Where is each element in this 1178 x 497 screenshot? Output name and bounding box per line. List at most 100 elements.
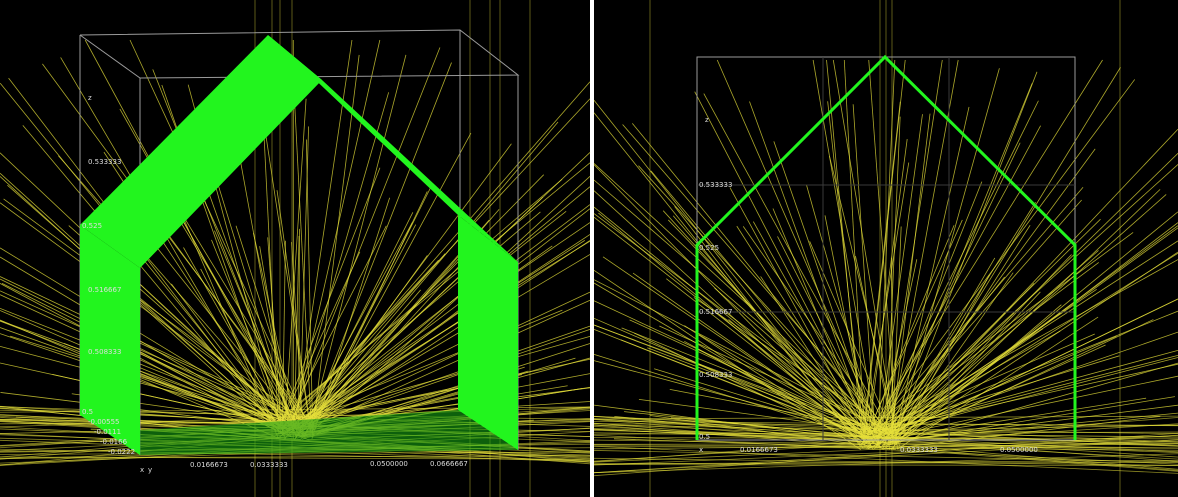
ray xyxy=(703,93,889,431)
ray xyxy=(760,276,869,443)
ray xyxy=(632,123,896,445)
ray xyxy=(311,54,360,435)
y-tick-label: -0.00555 xyxy=(88,418,119,426)
axis-label: z xyxy=(705,116,709,124)
ray xyxy=(621,327,896,438)
ray xyxy=(729,187,874,451)
ray xyxy=(305,139,314,435)
ray xyxy=(832,59,898,444)
ray xyxy=(281,240,286,434)
ray xyxy=(860,59,1103,445)
ray xyxy=(265,137,312,434)
ray xyxy=(892,412,1178,442)
ray xyxy=(874,148,1096,450)
ray xyxy=(10,335,285,422)
ray xyxy=(895,227,1178,434)
x-tick-label: 0.0500000 xyxy=(370,460,408,468)
ray xyxy=(311,197,391,440)
x-tick-label: 0.0333333 xyxy=(250,461,288,469)
ray xyxy=(293,79,312,431)
ray xyxy=(593,216,867,431)
ray xyxy=(593,279,896,436)
ray xyxy=(0,276,314,426)
ray xyxy=(0,307,305,430)
ray xyxy=(826,59,863,437)
ray xyxy=(302,121,559,423)
ray xyxy=(0,247,308,436)
z-tick-label: 0.508333 xyxy=(699,371,732,379)
ray xyxy=(235,225,302,429)
ray xyxy=(281,259,439,429)
ray xyxy=(860,310,1178,439)
ray xyxy=(593,317,861,435)
right-wall xyxy=(458,215,518,450)
left-wall xyxy=(80,225,140,455)
ray xyxy=(672,215,872,447)
left-roof xyxy=(80,35,322,268)
ray xyxy=(862,355,1120,435)
ray xyxy=(294,255,428,440)
z-tick-label: 0.533333 xyxy=(88,158,121,166)
z-tick-label: 0.5 xyxy=(82,408,93,416)
ray xyxy=(885,116,901,441)
ray xyxy=(593,179,888,435)
right-rays xyxy=(593,0,1178,497)
ray xyxy=(614,415,861,443)
z-tick-label: 0.533333 xyxy=(699,181,732,189)
z-tick-label: 0.508333 xyxy=(88,348,121,356)
ray xyxy=(214,230,295,423)
ray xyxy=(885,252,1178,438)
ray xyxy=(306,62,452,432)
ray xyxy=(0,294,290,430)
ray xyxy=(622,124,900,444)
axis-label: x xyxy=(140,466,144,474)
ray xyxy=(290,336,591,422)
ray xyxy=(773,141,878,441)
x-tick-label: 0.0666667 xyxy=(430,460,468,468)
floor xyxy=(140,410,518,455)
ray xyxy=(812,59,879,443)
ray xyxy=(158,185,308,433)
ray xyxy=(286,253,446,434)
x-tick-label: 0.0166673 xyxy=(190,461,228,469)
ray xyxy=(897,67,1121,431)
ray xyxy=(303,224,417,438)
ray xyxy=(884,59,943,436)
ray xyxy=(311,176,591,433)
axis-label: y xyxy=(148,466,152,474)
z-tick-label: 0.525 xyxy=(82,222,102,230)
ray xyxy=(867,139,908,441)
ray xyxy=(302,208,591,432)
ray xyxy=(883,362,1178,447)
ray xyxy=(890,375,1178,437)
ray xyxy=(877,181,983,444)
ray xyxy=(0,172,292,438)
y-tick-label: -0.0222 xyxy=(108,448,135,456)
ray xyxy=(0,451,591,455)
ray xyxy=(593,270,862,451)
ray xyxy=(742,226,889,435)
axis-label: z xyxy=(88,94,92,102)
ray xyxy=(749,101,875,445)
ray xyxy=(862,59,906,446)
ray xyxy=(805,184,881,448)
ray xyxy=(0,290,296,425)
ray xyxy=(862,262,1099,440)
ray xyxy=(292,358,591,423)
ray xyxy=(736,225,869,432)
ray xyxy=(0,448,591,461)
ray xyxy=(866,218,1101,449)
ray xyxy=(288,47,441,429)
ray xyxy=(824,215,869,434)
ray xyxy=(84,39,301,437)
ray xyxy=(752,221,881,448)
ray xyxy=(60,57,284,437)
ray xyxy=(148,210,315,430)
ray xyxy=(895,211,1178,444)
ray xyxy=(891,226,902,445)
ray xyxy=(42,63,306,421)
ray xyxy=(893,257,996,431)
right-roof xyxy=(268,35,518,262)
y-tick-label: -0.0111 xyxy=(94,428,121,436)
